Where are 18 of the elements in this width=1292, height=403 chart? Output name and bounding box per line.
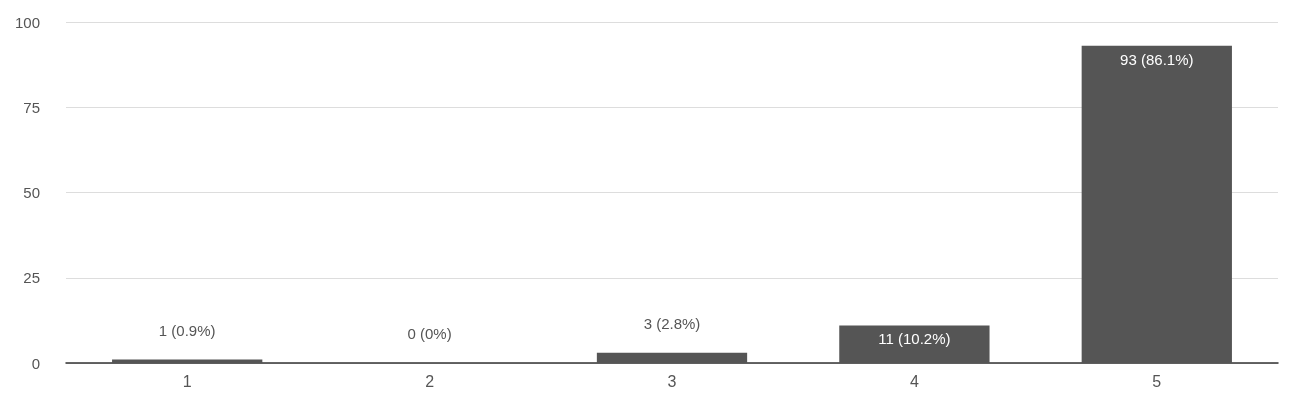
y-tick-label: 100: [14, 13, 40, 31]
y-tick-label: 0: [31, 354, 40, 372]
data-label: 93 (86.1%): [1120, 50, 1194, 68]
bar: [1081, 45, 1232, 363]
data-label: 1 (0.9%): [158, 321, 216, 339]
x-tick-label: 1: [182, 372, 192, 390]
x-tick-label: 4: [909, 372, 919, 390]
x-tick-label: 3: [667, 372, 677, 390]
data-label: 11 (10.2%): [878, 330, 951, 348]
bar: [596, 352, 748, 363]
y-tick-label: 25: [23, 269, 40, 287]
x-tick-label: 5: [1152, 372, 1162, 390]
data-label: 0 (0%): [407, 325, 452, 342]
x-tick-label: 2: [425, 372, 435, 390]
y-tick-label: 50: [23, 184, 40, 201]
y-tick-label: 75: [23, 98, 40, 116]
bar: [839, 325, 990, 363]
data-label: 3 (2.8%): [643, 314, 701, 332]
